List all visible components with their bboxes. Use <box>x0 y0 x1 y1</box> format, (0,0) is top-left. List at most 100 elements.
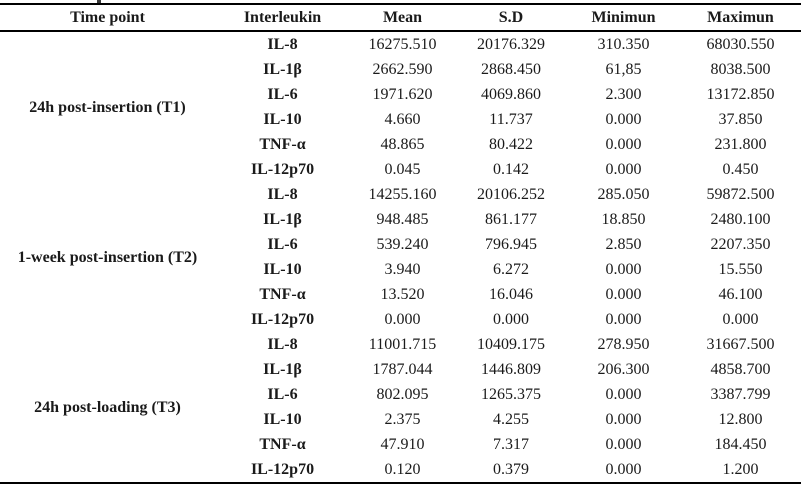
table-row: IL-1β 1787.044 1446.809 206.300 4858.700 <box>0 357 801 382</box>
table-row: TNF-α 48.865 80.422 0.000 231.800 <box>0 132 801 157</box>
mean-cell: 11001.715 <box>368 336 437 353</box>
table-row: TNF-α 47.910 7.317 0.000 184.450 <box>0 432 801 457</box>
mean-cell: 1787.044 <box>372 361 433 378</box>
maximun-cell: 0.000 <box>722 311 759 328</box>
maximun-cell: 15.550 <box>718 261 763 278</box>
mean-cell: 0.120 <box>384 461 421 478</box>
interleukin-cell: IL-12p70 <box>250 161 315 178</box>
table-row: IL-6 539.240 796.945 2.850 2207.350 <box>0 232 801 257</box>
minimun-cell: 18.850 <box>601 211 646 228</box>
interleukin-cell: IL-10 <box>263 261 302 278</box>
mean-cell: 1971.620 <box>372 86 433 103</box>
minimun-cell: 0.000 <box>605 311 642 328</box>
interleukin-cell: IL-1β <box>263 361 302 378</box>
table-row: IL-1β 948.485 861.177 18.850 2480.100 <box>0 207 801 232</box>
maximun-cell: 184.450 <box>714 436 767 453</box>
interleukin-cell: IL-12p70 <box>250 461 315 478</box>
mean-cell: 0.045 <box>384 161 421 178</box>
col-header-sd: S.D <box>498 9 524 26</box>
sd-cell: 2868.450 <box>481 61 541 78</box>
interleukin-cell: IL-10 <box>263 111 302 128</box>
interleukin-cell: IL-8 <box>267 186 298 203</box>
sd-cell: 4069.860 <box>481 86 541 103</box>
table-row: IL-1β 2662.590 2868.450 61,85 8038.500 <box>0 57 801 82</box>
time-point-cell: 24h post-insertion (T1) <box>29 98 186 116</box>
maximun-cell: 8038.500 <box>710 61 771 78</box>
table-row: 24h post-insertion (T1) IL-8 16275.510 2017… <box>0 31 801 116</box>
interleukin-cell: IL-1β <box>263 61 302 78</box>
sd-cell: 7.317 <box>493 436 529 453</box>
mean-cell: 2662.590 <box>372 61 433 78</box>
sd-cell: 11.737 <box>489 111 533 128</box>
minimun-cell: 0.000 <box>605 161 642 178</box>
table-header-row: Time point Interleukin Mean S.D Minimun … <box>0 4 801 31</box>
minimun-cell: 0.000 <box>605 111 642 128</box>
mean-cell: 16275.510 <box>368 36 437 53</box>
minimun-cell: 2.850 <box>605 236 642 253</box>
interleukin-cell: IL-12p70 <box>250 311 315 328</box>
sd-cell: 20106.252 <box>477 186 545 203</box>
interleukin-cell: IL-10 <box>263 411 302 428</box>
table-row: TNF-α 13.520 16.046 0.000 46.100 <box>0 282 801 307</box>
table-body: 24h post-insertion (T1) IL-8 16275.510 2017… <box>0 31 801 483</box>
mean-cell: 13.520 <box>380 286 425 303</box>
sd-cell: 16.046 <box>489 286 533 303</box>
minimun-cell: 285.050 <box>597 186 650 203</box>
mean-cell: 0.000 <box>384 311 421 328</box>
mean-cell: 47.910 <box>380 436 425 453</box>
maximun-cell: 46.100 <box>718 286 763 303</box>
mean-cell: 948.485 <box>376 211 429 228</box>
sd-cell: 80.422 <box>489 136 533 153</box>
mean-cell: 2.375 <box>384 411 421 428</box>
table-row: 24h post-loading (T3) IL-8 11001.715 10409.… <box>0 332 801 416</box>
interleukin-cell: IL-8 <box>267 336 298 353</box>
table-row: IL-10 4.660 11.737 0.000 37.850 <box>0 107 801 132</box>
minimun-cell: 0.000 <box>605 136 642 153</box>
maximun-cell: 59872.500 <box>706 186 775 203</box>
maximun-cell: 13172.850 <box>706 86 775 103</box>
maximun-cell: 0.450 <box>722 161 759 178</box>
maximun-cell: 1.200 <box>722 461 759 478</box>
col-header-minimun: Minimun <box>591 9 656 26</box>
table-row: IL-10 3.940 6.272 0.000 15.550 <box>0 257 801 282</box>
minimun-cell: 0.000 <box>605 261 642 278</box>
maximun-cell: 12.800 <box>718 411 763 428</box>
mean-cell: 3.940 <box>384 261 421 278</box>
minimun-cell: 0.000 <box>605 436 642 453</box>
col-header-mean: Mean <box>382 9 423 26</box>
minimun-cell: 2.300 <box>605 86 642 103</box>
sd-cell: 796.945 <box>485 236 537 253</box>
table-row: 1-week post-insertion (T2) IL-8 14255.160 2… <box>0 182 801 266</box>
table-row: IL-12p70 0.120 0.379 0.000 1.200 <box>0 457 801 483</box>
interleukin-cell: TNF-α <box>259 286 306 303</box>
time-point-cell: 24h post-loading (T3) <box>34 398 181 416</box>
interleukin-cell: IL-8 <box>267 36 298 53</box>
table-row: IL-6 1971.620 4069.860 2.300 13172.850 <box>0 82 801 107</box>
sd-cell: 0.000 <box>493 311 529 328</box>
sd-cell: 861.177 <box>485 211 537 228</box>
mean-cell: 4.660 <box>384 111 421 128</box>
mean-cell: 802.095 <box>376 386 429 403</box>
sd-cell: 6.272 <box>493 261 529 278</box>
mean-cell: 539.240 <box>376 236 429 253</box>
table-row: IL-6 802.095 1265.375 0.000 3387.799 <box>0 382 801 407</box>
sd-cell: 4.255 <box>493 411 529 428</box>
interleukin-cell: TNF-α <box>259 136 306 153</box>
sd-cell: 10409.175 <box>477 336 545 353</box>
maximun-cell: 231.800 <box>714 136 767 153</box>
minimun-cell: 0.000 <box>605 461 642 478</box>
minimun-cell: 278.950 <box>597 336 650 353</box>
minimun-cell: 310.350 <box>597 36 650 53</box>
minimun-cell: 0.000 <box>605 386 642 403</box>
interleukin-cell: TNF-α <box>259 436 306 453</box>
minimun-cell: 206.300 <box>597 361 650 378</box>
sd-cell: 0.142 <box>493 161 529 178</box>
sd-cell: 20176.329 <box>477 36 545 53</box>
col-header-time-point: Time point <box>70 9 145 26</box>
maximun-cell: 3387.799 <box>710 386 771 403</box>
maximun-cell: 4858.700 <box>710 361 771 378</box>
interleukin-cell: IL-1β <box>263 211 302 228</box>
cropped-caption-fragment <box>97 0 101 3</box>
interleukin-cell: IL-6 <box>267 86 298 103</box>
